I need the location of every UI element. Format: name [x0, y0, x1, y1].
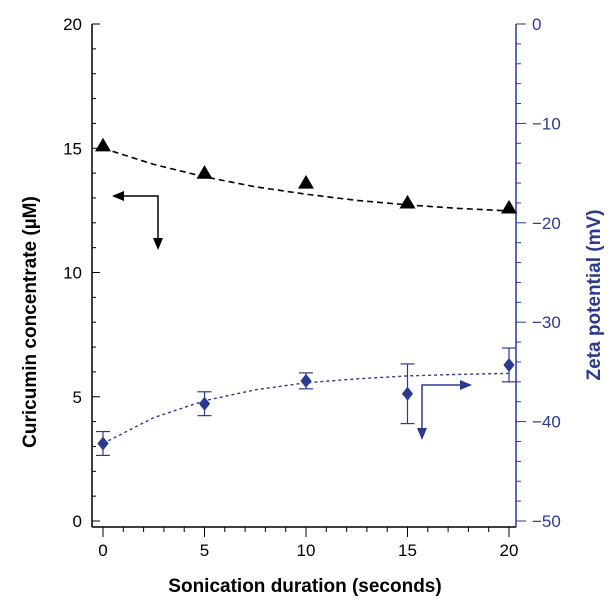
arrowhead-right: [460, 380, 472, 390]
data-marks: [95, 137, 517, 456]
arrow-line: [114, 195, 159, 248]
zeta-point: [401, 386, 414, 401]
arrow-line: [421, 384, 470, 438]
x-tick-label: 5: [200, 541, 209, 560]
x-axis-title: Sonication duration (seconds): [168, 576, 441, 597]
y-tick-label: 20: [63, 15, 82, 34]
y2-tick-label: −50: [532, 512, 561, 531]
y-tick-label: 15: [63, 139, 82, 158]
y2-tick-label: 0: [532, 15, 541, 34]
concentration-point: [501, 199, 517, 214]
y-tick-label: 5: [73, 388, 82, 407]
concentration-point: [95, 137, 111, 152]
zeta-point: [503, 357, 515, 372]
axes: 0 5 10 15 20 0 −10 −20 −30 −40 −50 0 5 10 15 20: [63, 15, 561, 560]
right-axis-arrow: [417, 380, 472, 440]
y2-axis-title: Zeta potential (mV): [584, 209, 605, 380]
concentration-point: [298, 175, 314, 189]
concentration-point: [196, 165, 213, 179]
y2-tick-label: −40: [532, 413, 561, 432]
x-tick-label: 10: [297, 541, 316, 560]
fit-curves: [102, 147, 510, 445]
x-tick-label: 0: [98, 541, 107, 560]
y-axis-title: Curicumin concentrate (µM): [20, 196, 41, 448]
y2-tick-label: −30: [532, 313, 561, 332]
arrowhead-left: [112, 191, 124, 201]
zeta-point: [198, 396, 211, 411]
x-tick-label: 15: [398, 541, 417, 560]
left-axis-arrow: [112, 191, 163, 250]
y2-tick-label: −20: [532, 214, 561, 233]
y2-tick-label: −10: [532, 114, 561, 133]
zeta-point: [300, 373, 312, 388]
y-tick-label: 0: [73, 512, 82, 531]
concentration-fit-curve: [102, 147, 510, 212]
x-tick-label: 20: [500, 541, 519, 560]
y-tick-label: 10: [63, 264, 82, 283]
arrowhead-down: [153, 238, 163, 250]
arrowhead-down: [417, 428, 427, 440]
concentration-point: [399, 194, 416, 209]
annotation-arrows: [112, 191, 472, 440]
zeta-point: [97, 436, 109, 451]
zeta-fit-curve: [102, 372, 510, 445]
